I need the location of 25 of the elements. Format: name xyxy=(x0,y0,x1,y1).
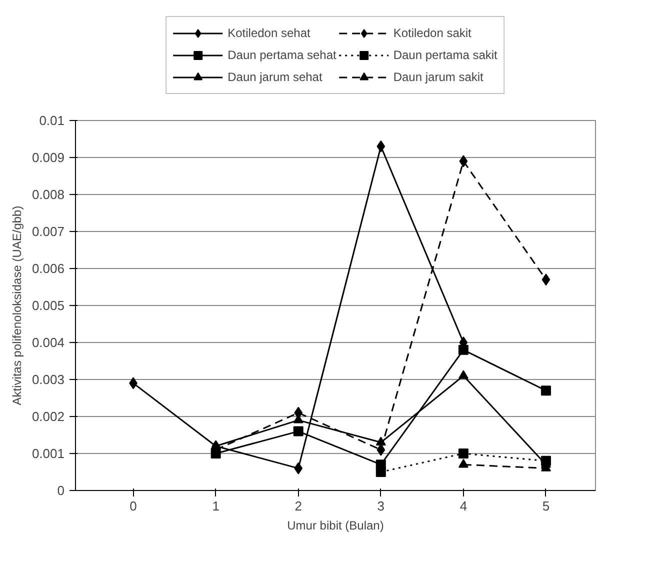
legend-label: Daun jarum sakit xyxy=(393,70,484,84)
y-tick-label: 0.002 xyxy=(32,409,65,424)
y-axis-title: Aktivitas polifenoloksidase (UAE/gbb) xyxy=(10,206,24,406)
y-tick-label: 0.003 xyxy=(32,372,65,387)
legend-label: Kotiledon sakit xyxy=(393,26,472,40)
x-tick-label: 3 xyxy=(377,498,385,514)
legend-label: Daun pertama sehat xyxy=(228,48,336,62)
x-tick-label: 0 xyxy=(130,498,137,514)
y-tick-label: 0.004 xyxy=(32,335,65,350)
y-tick-label: 0.006 xyxy=(32,261,65,276)
x-tick-label: 1 xyxy=(212,498,220,514)
legend-label: Daun pertama sakit xyxy=(393,48,498,62)
y-tick-label: 0.008 xyxy=(32,187,65,202)
y-tick-label: 0.007 xyxy=(32,224,65,239)
y-tick-label: 0.005 xyxy=(32,298,65,313)
x-axis-title: Umur bibit (Bulan) xyxy=(287,518,384,532)
y-tick-label: 0 xyxy=(57,483,65,498)
x-tick-label: 5 xyxy=(542,498,550,514)
legend-label: Kotiledon sehat xyxy=(228,26,310,40)
y-tick-label: 0.009 xyxy=(32,150,65,165)
legend-label: Daun jarum sehat xyxy=(228,70,322,84)
y-tick-label: 0.01 xyxy=(39,113,65,128)
x-tick-label: 4 xyxy=(460,498,468,514)
y-tick-label: 0.001 xyxy=(32,446,65,461)
x-tick-label: 2 xyxy=(294,498,302,514)
